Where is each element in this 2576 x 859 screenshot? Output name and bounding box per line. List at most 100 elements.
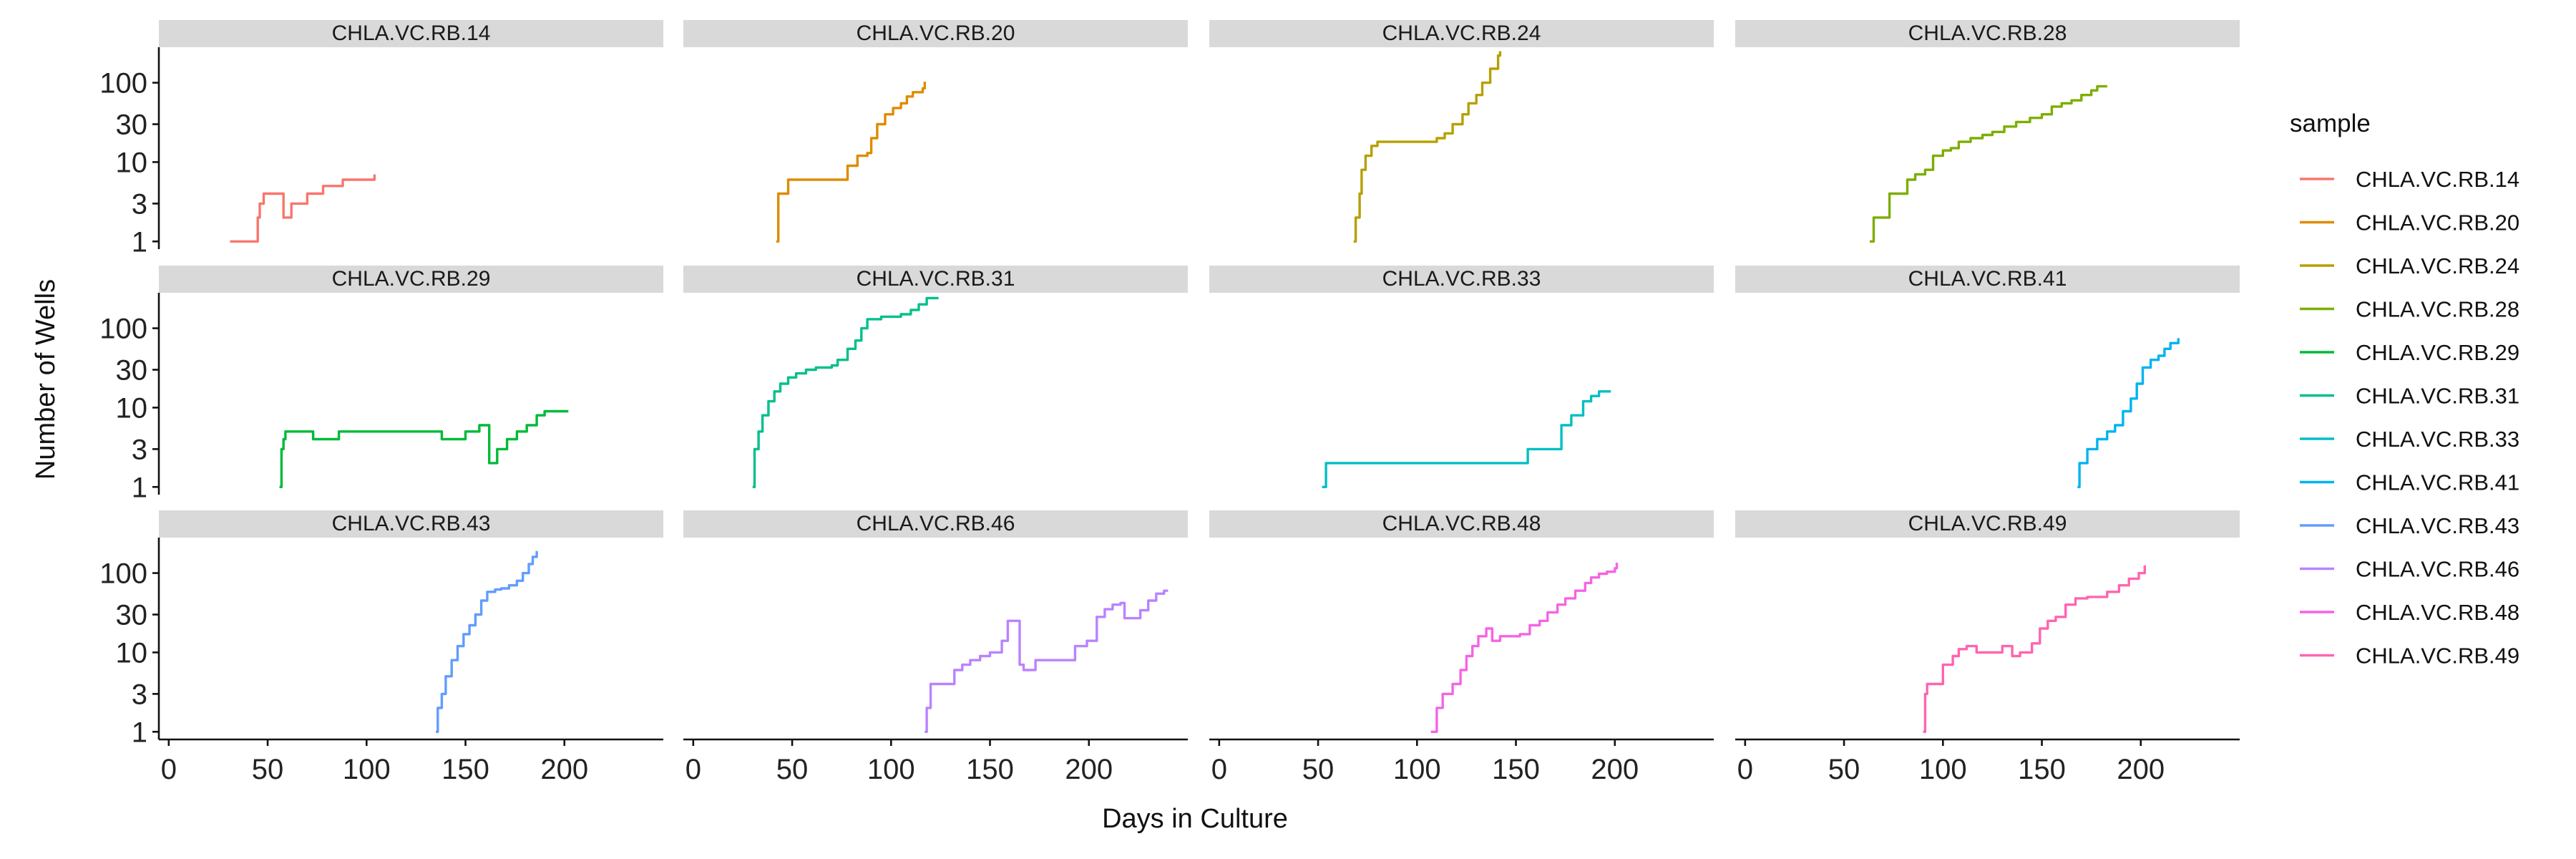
facet-strip-label: CHLA.VC.RB.20: [857, 21, 1015, 45]
x-axis-title: Days in Culture: [1102, 804, 1288, 834]
x-tick-label: 50: [1828, 754, 1860, 785]
legend-label: CHLA.VC.RB.46: [2356, 557, 2519, 582]
legend-label: CHLA.VC.RB.24: [2356, 253, 2519, 278]
legend-item: CHLA.VC.RB.28: [2300, 297, 2519, 322]
y-axis-title: Number of Wells: [31, 279, 61, 480]
facet-strip: [1735, 20, 2240, 47]
series-line: [752, 296, 939, 488]
y-axis: 1 3 10 30 100: [99, 293, 160, 503]
legend-item: CHLA.VC.RB.48: [2300, 600, 2519, 625]
y-tick-label: 10: [116, 392, 148, 424]
y-tick-label: 100: [99, 314, 147, 345]
x-axis: 0 50 100 150 200: [1209, 738, 1714, 785]
facet-strip-label: CHLA.VC.RB.24: [1382, 21, 1541, 45]
x-axis: 0 50 100 150 200: [683, 738, 1188, 785]
facet-strip-label: CHLA.VC.RB.46: [857, 512, 1015, 535]
x-tick-label: 0: [161, 754, 177, 785]
x-tick-label: 100: [1919, 754, 1967, 785]
facet-strip: [1735, 510, 2240, 538]
y-tick-label: 30: [116, 600, 148, 631]
facet-strip: [1209, 20, 1714, 47]
x-tick-label: 150: [966, 754, 1014, 785]
series-line: [776, 82, 926, 243]
legend-label: CHLA.VC.RB.48: [2356, 600, 2519, 625]
legend-title: sample: [2290, 110, 2371, 137]
facet-strip: [683, 266, 1188, 293]
x-tick-label: 100: [343, 754, 391, 785]
facet-strip-label: CHLA.VC.RB.14: [332, 21, 491, 45]
legend-label: CHLA.VC.RB.43: [2356, 513, 2519, 538]
facet-panel: CHLA.VC.RB.43: [159, 510, 663, 733]
facet-panels: CHLA.VC.RB.14 CHLA.VC.RB.20 CHLA.VC.RB.24 C…: [159, 20, 2240, 733]
y-tick-label: 3: [132, 679, 147, 710]
series-line: [924, 589, 1169, 733]
x-tick-label: 100: [867, 754, 915, 785]
legend-item: CHLA.VC.RB.31: [2300, 384, 2519, 409]
facet-strip-label: CHLA.VC.RB.41: [1908, 267, 2067, 291]
facet-strip: [683, 20, 1188, 47]
facet-panel: CHLA.VC.RB.29: [159, 266, 663, 488]
facet-strip: [1209, 510, 1714, 538]
facet-strip: [159, 20, 663, 47]
y-tick-label: 100: [99, 558, 147, 590]
series-line: [1322, 390, 1611, 488]
x-tick-label: 200: [2117, 754, 2165, 785]
x-tick-label: 150: [2018, 754, 2066, 785]
legend-item: CHLA.VC.RB.24: [2300, 253, 2519, 278]
y-tick-label: 1: [132, 472, 147, 503]
y-tick-label: 3: [132, 434, 147, 465]
x-tick-label: 50: [776, 754, 809, 785]
x-axis: 0 50 100 150 200: [1735, 738, 2240, 785]
facet-panel: CHLA.VC.RB.49: [1735, 510, 2240, 733]
facet-panel: CHLA.VC.RB.48: [1209, 510, 1714, 733]
legend-label: CHLA.VC.RB.31: [2356, 384, 2519, 409]
facet-strip-label: CHLA.VC.RB.48: [1382, 512, 1541, 535]
legend-item: CHLA.VC.RB.20: [2300, 210, 2519, 236]
legend-label: CHLA.VC.RB.49: [2356, 644, 2519, 669]
y-tick-label: 30: [116, 355, 148, 387]
facet-strip-label: CHLA.VC.RB.29: [332, 267, 491, 291]
facet-strip: [1209, 266, 1714, 293]
legend-item: CHLA.VC.RB.43: [2300, 513, 2519, 538]
x-axes: 0 50 100 150 200 0 50 100 150 200 0 50 100 150 200 0 50 1…: [159, 738, 2240, 785]
series-line: [2077, 338, 2180, 488]
facet-panel: CHLA.VC.RB.28: [1735, 20, 2240, 243]
x-tick-label: 150: [441, 754, 489, 785]
y-tick-label: 1: [132, 717, 147, 748]
y-tick-label: 30: [116, 110, 148, 141]
series-line: [1923, 565, 2146, 733]
facet-panel: CHLA.VC.RB.41: [1735, 266, 2240, 488]
series-line: [230, 174, 376, 243]
facet-strip: [683, 510, 1188, 538]
legend-label: CHLA.VC.RB.29: [2356, 340, 2519, 365]
x-tick-label: 50: [252, 754, 284, 785]
legend-item: CHLA.VC.RB.33: [2300, 427, 2519, 452]
facet-strip: [159, 266, 663, 293]
legend-item: CHLA.VC.RB.49: [2300, 644, 2519, 669]
legend: sample CHLA.VC.RB.14 CHLA.VC.RB.20 CHLA.VC…: [2290, 110, 2519, 669]
x-tick-label: 200: [1065, 754, 1113, 785]
facet-strip-label: CHLA.VC.RB.43: [332, 512, 491, 535]
x-tick-label: 0: [686, 754, 701, 785]
x-tick-label: 100: [1393, 754, 1441, 785]
facet-panel: CHLA.VC.RB.24: [1209, 20, 1714, 243]
facet-panel: CHLA.VC.RB.46: [683, 510, 1188, 733]
legend-label: CHLA.VC.RB.33: [2356, 427, 2519, 452]
series-line: [436, 550, 538, 733]
legend-label: CHLA.VC.RB.28: [2356, 297, 2519, 322]
legend-item: CHLA.VC.RB.14: [2300, 167, 2519, 192]
facet-strip: [159, 510, 663, 538]
facet-strip-label: CHLA.VC.RB.31: [857, 267, 1015, 291]
y-axis: 1 3 10 30 100: [99, 538, 160, 748]
legend-item: CHLA.VC.RB.46: [2300, 557, 2519, 582]
series-line: [1430, 563, 1619, 733]
x-tick-label: 200: [540, 754, 588, 785]
y-axis: 1 3 10 30 100: [99, 47, 160, 258]
facet-strip: [1735, 266, 2240, 293]
legend-item: CHLA.VC.RB.41: [2300, 470, 2519, 495]
legend-label: CHLA.VC.RB.20: [2356, 210, 2519, 236]
y-axes: 1 3 10 30 100 1 3 10 30 100 1 3 10 30 100: [99, 47, 160, 748]
facet-strip-label: CHLA.VC.RB.28: [1908, 21, 2067, 45]
legend-item: CHLA.VC.RB.29: [2300, 340, 2519, 365]
